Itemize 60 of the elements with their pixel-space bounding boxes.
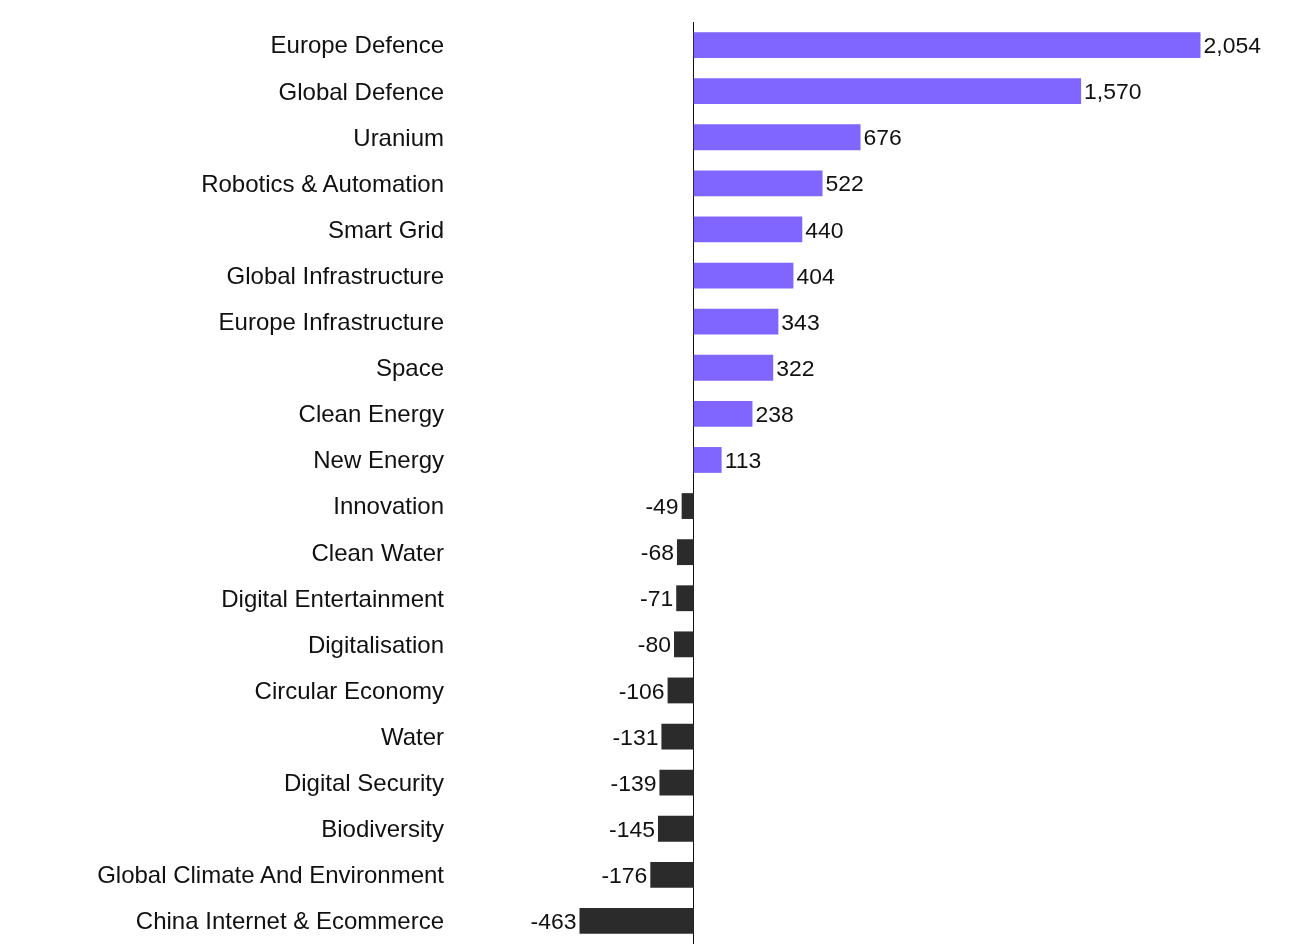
bar bbox=[693, 400, 753, 427]
y-tick-label: Circular Economy bbox=[254, 676, 444, 704]
data-label: -145 bbox=[609, 815, 655, 842]
y-tick-label: Digital Security bbox=[283, 769, 444, 797]
y-tick-label: Global Climate And Environment bbox=[97, 861, 445, 889]
y-tick-label: Biodiversity bbox=[321, 815, 444, 843]
y-tick-label: Digital Entertainment bbox=[221, 584, 445, 612]
data-label: -71 bbox=[640, 585, 674, 612]
data-label: -68 bbox=[640, 539, 674, 566]
bar bbox=[693, 447, 722, 473]
y-tick-label: New Energy bbox=[313, 446, 444, 474]
data-label: -80 bbox=[637, 631, 671, 658]
y-tick-label: Global Defence bbox=[278, 77, 444, 105]
y-tick-label: Space bbox=[375, 354, 444, 382]
data-label: 322 bbox=[776, 354, 815, 381]
bar bbox=[681, 493, 694, 519]
y-tick-label: Clean Water bbox=[311, 538, 444, 566]
bar bbox=[667, 677, 694, 704]
y-tick-label: Uranium bbox=[353, 123, 444, 151]
y-tick-label: China Internet & Ecommerce bbox=[135, 907, 444, 935]
y-tick-label: Robotics & Automation bbox=[201, 169, 444, 197]
data-label: -139 bbox=[610, 769, 657, 796]
bar bbox=[693, 262, 794, 289]
bar bbox=[693, 78, 1082, 105]
bar bbox=[661, 723, 694, 750]
y-tick-label: Water bbox=[380, 722, 444, 750]
bar bbox=[693, 216, 803, 243]
data-label: 676 bbox=[863, 124, 902, 151]
y-tick-label: Digitalisation bbox=[307, 630, 444, 658]
y-tick-label: Europe Defence bbox=[270, 31, 444, 59]
data-label: -49 bbox=[645, 493, 679, 520]
bar bbox=[693, 308, 779, 335]
data-label: 522 bbox=[825, 170, 864, 197]
data-label: -131 bbox=[612, 723, 659, 750]
data-label: -106 bbox=[618, 677, 665, 704]
y-tick-label: Clean Energy bbox=[298, 400, 444, 428]
bar bbox=[693, 124, 861, 151]
data-label: 343 bbox=[781, 308, 820, 335]
bar bbox=[676, 539, 694, 566]
data-label: 2,054 bbox=[1203, 32, 1262, 59]
data-label: -176 bbox=[601, 861, 648, 888]
data-label: 238 bbox=[755, 400, 794, 427]
bar bbox=[693, 32, 1201, 58]
bar bbox=[693, 354, 774, 381]
data-label: 1,570 bbox=[1084, 78, 1142, 105]
bar bbox=[657, 815, 694, 842]
data-label: 113 bbox=[724, 447, 762, 474]
bar bbox=[693, 170, 823, 197]
data-label: 440 bbox=[805, 216, 844, 243]
bar bbox=[673, 631, 694, 658]
y-tick-label: Innovation bbox=[333, 492, 444, 520]
data-label: -463 bbox=[530, 908, 577, 935]
bar bbox=[676, 585, 694, 612]
bar bbox=[659, 769, 694, 796]
y-tick-label: Europe Infrastructure bbox=[218, 308, 444, 336]
y-tick-label: Smart Grid bbox=[327, 215, 444, 243]
bar bbox=[650, 861, 694, 888]
bar bbox=[579, 908, 694, 934]
data-label: 404 bbox=[796, 262, 835, 289]
y-tick-label: Global Infrastructure bbox=[226, 261, 444, 289]
